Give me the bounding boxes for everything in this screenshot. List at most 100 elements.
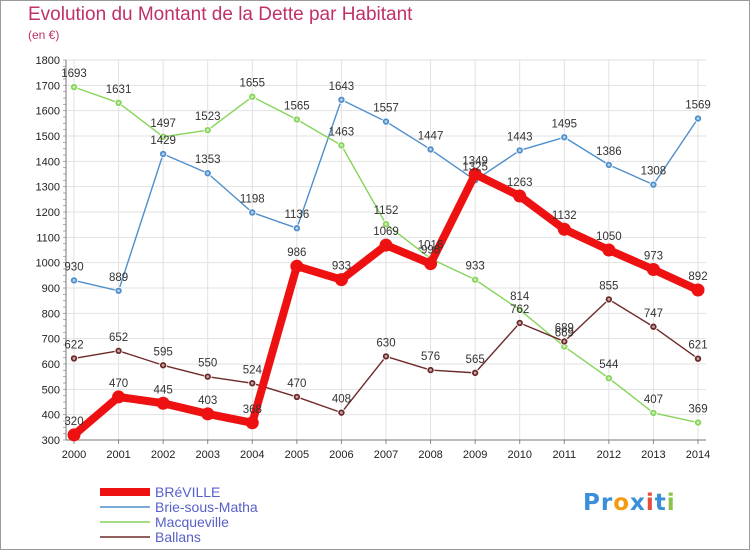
x-tick-label: 2007 — [374, 449, 398, 461]
y-tick-label: 1300 — [36, 182, 60, 194]
data-point-highlight — [340, 98, 343, 102]
data-label: 1308 — [641, 166, 667, 178]
y-tick-label: 1600 — [36, 106, 60, 118]
x-tick-label: 2012 — [597, 449, 621, 461]
data-point-highlight — [161, 135, 165, 139]
data-label: 407 — [644, 394, 663, 406]
data-point-highlight — [295, 118, 299, 121]
legend-label: Ballans — [155, 529, 201, 545]
logo-letter: t — [654, 490, 667, 516]
logo-letter: P — [583, 490, 601, 516]
data-label: 892 — [688, 271, 707, 283]
data-label: 1325 — [462, 161, 488, 173]
data-point-highlight — [607, 163, 611, 167]
logo-letter: o — [613, 490, 631, 516]
x-tick-label: 2014 — [686, 449, 710, 461]
data-point-highlight — [607, 298, 611, 301]
data-label: 1152 — [374, 205, 399, 217]
data-point — [424, 257, 438, 271]
data-label: 565 — [466, 354, 485, 366]
data-label: 1643 — [329, 81, 355, 93]
y-tick-label: 500 — [42, 384, 60, 396]
data-point-highlight — [117, 349, 120, 353]
x-tick-label: 2006 — [329, 449, 353, 461]
data-point-highlight — [607, 376, 611, 380]
data-label: 1447 — [418, 130, 444, 142]
data-point — [557, 222, 571, 236]
data-label: 933 — [332, 261, 351, 273]
y-tick-label: 700 — [42, 334, 60, 346]
data-point — [334, 273, 348, 287]
data-point — [513, 189, 527, 203]
data-label: 1495 — [551, 118, 577, 130]
data-label: 689 — [555, 322, 574, 334]
data-label: 1429 — [150, 135, 176, 147]
x-tick-label: 2005 — [285, 449, 309, 461]
data-label: 550 — [198, 358, 217, 370]
data-point-highlight — [652, 411, 655, 415]
data-point-highlight — [340, 143, 343, 147]
data-label: 1693 — [61, 68, 87, 80]
data-label: 930 — [64, 261, 83, 273]
data-point-highlight — [429, 148, 432, 151]
data-label: 1557 — [373, 103, 399, 115]
logo-letter: i — [645, 490, 655, 516]
x-tick-label: 2002 — [151, 449, 175, 461]
y-tick-label: 1000 — [36, 258, 60, 270]
data-point-highlight — [340, 411, 343, 415]
axis-layer: 300 400 500 600 700 800 900 1000 1100 1200 1300 140… — [36, 55, 711, 461]
data-point-highlight — [652, 325, 655, 329]
y-tick-label: 1800 — [36, 55, 60, 67]
chart-title: Evolution du Montant de la Dette par Hab… — [28, 4, 413, 25]
x-tick-label: 2001 — [106, 449, 130, 461]
data-label: 622 — [64, 339, 83, 351]
data-point — [379, 238, 393, 252]
data-point — [67, 428, 81, 442]
data-label: 1353 — [195, 154, 221, 166]
data-label: 408 — [332, 394, 351, 406]
data-point-highlight — [652, 183, 655, 187]
data-label: 1263 — [507, 177, 533, 189]
data-label: 1565 — [284, 101, 310, 113]
data-label: 1069 — [373, 226, 399, 238]
logo-letter: x — [630, 490, 646, 516]
legend-label: Macqueville — [155, 514, 229, 530]
legend-label: Brie-sous-Matha — [155, 499, 258, 515]
chart-subtitle: (en €) — [28, 28, 60, 42]
data-point-highlight — [206, 375, 210, 379]
data-label-layer: 930 889 1429 1353 1198 1136 1643 1557 1447 1325 14… — [61, 68, 711, 428]
data-point-highlight — [250, 381, 254, 385]
x-tick-label: 2003 — [195, 449, 219, 461]
data-point-highlight — [295, 226, 299, 230]
data-point — [646, 263, 660, 277]
y-tick-label: 1100 — [36, 232, 60, 244]
x-tick-label: 2013 — [641, 449, 665, 461]
data-point-highlight — [518, 321, 522, 325]
data-label: 630 — [376, 337, 395, 349]
data-label: 320 — [64, 416, 83, 428]
data-point-highlight — [384, 355, 388, 358]
legend: BRéVILLEBrie-sous-MathaMacquevilleBallan… — [100, 484, 258, 545]
data-label: 1523 — [195, 111, 221, 123]
data-point-highlight — [473, 371, 477, 375]
proxiti-logo: Proxiti — [583, 490, 676, 516]
data-point-highlight — [384, 120, 388, 123]
x-tick-label: 2010 — [507, 449, 531, 461]
data-point-highlight — [696, 421, 700, 424]
data-point-highlight — [473, 278, 477, 282]
data-point — [156, 396, 170, 410]
data-point-highlight — [206, 171, 210, 175]
data-label: 652 — [109, 332, 128, 344]
data-point-highlight — [72, 279, 76, 282]
logo-letter: r — [600, 490, 614, 516]
y-tick-label: 300 — [42, 435, 60, 447]
data-point-highlight — [250, 95, 254, 99]
x-tick-label: 2009 — [463, 449, 487, 461]
data-label: 1631 — [106, 84, 132, 96]
data-label: 762 — [510, 304, 529, 316]
data-label: 576 — [421, 351, 440, 363]
data-point-highlight — [250, 211, 254, 214]
data-label: 1050 — [596, 231, 622, 243]
y-tick-label: 1200 — [36, 207, 60, 219]
